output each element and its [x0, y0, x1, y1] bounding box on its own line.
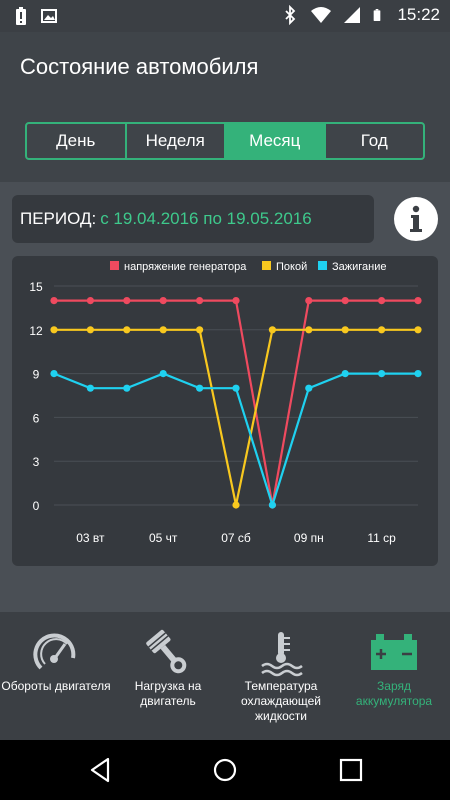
- data-point: [50, 297, 58, 305]
- data-point: [86, 384, 94, 392]
- legend-label: Покой: [276, 261, 307, 273]
- x-tick-label: 07 сб: [221, 531, 251, 545]
- tab-day[interactable]: День: [27, 124, 127, 158]
- data-point: [123, 384, 131, 392]
- nav-label: Нагрузка на двигатель: [134, 679, 202, 708]
- nav-label: Заряд аккумулятора: [355, 679, 433, 708]
- recents-icon[interactable]: [337, 756, 365, 784]
- system-nav-bar: [0, 740, 450, 800]
- y-tick-label: 9: [33, 368, 40, 382]
- data-point: [305, 297, 313, 305]
- data-point: [414, 370, 422, 378]
- y-tick-label: 0: [33, 499, 40, 513]
- data-point: [123, 326, 131, 334]
- nav-label: Температура охлаждающей жидкости: [240, 679, 322, 723]
- tab-week[interactable]: Неделя: [127, 124, 226, 158]
- nav-engine-load[interactable]: Нагрузка на двигатель: [112, 612, 224, 740]
- nav-battery-charge[interactable]: Заряд аккумулятора: [338, 612, 450, 740]
- y-tick-label: 15: [29, 280, 43, 294]
- wifi-icon: [311, 7, 332, 23]
- app-bar: Состояние автомобиля День Неделя Месяц Г…: [0, 32, 450, 182]
- nav-engine-rpm[interactable]: Обороты двигателя: [0, 612, 112, 740]
- legend-swatch: [262, 261, 271, 270]
- battery-alert-icon: [16, 7, 26, 25]
- data-point: [50, 370, 58, 378]
- image-icon: [41, 9, 57, 23]
- tab-month[interactable]: Месяц: [226, 124, 326, 158]
- data-point: [123, 297, 131, 305]
- legend-swatch: [110, 261, 119, 270]
- data-point: [232, 297, 240, 305]
- speedometer-icon: [33, 633, 76, 670]
- back-icon[interactable]: [86, 756, 114, 784]
- period-tabs: День Неделя Месяц Год: [25, 122, 425, 160]
- data-point: [232, 501, 240, 509]
- info-button[interactable]: [394, 197, 438, 241]
- data-point: [232, 384, 240, 392]
- period-label: ПЕРИОД:: [20, 209, 97, 228]
- data-point: [378, 370, 386, 378]
- legend-label: Зажигание: [332, 261, 387, 273]
- coolant-temperature-icon: [261, 632, 303, 677]
- tab-year[interactable]: Год: [360, 131, 388, 150]
- x-tick-label: 09 пн: [294, 531, 324, 545]
- home-icon[interactable]: [211, 756, 239, 784]
- series-line: [53, 372, 418, 509]
- data-point: [159, 326, 167, 334]
- y-tick-label: 6: [33, 411, 40, 425]
- period-value: с 19.04.2016 по 19.05.2016: [100, 209, 312, 228]
- chart-card: 0 3 6 9 12 15 03 вт 05 чт 07 сб 09 пн 11 ср напряже…: [12, 256, 438, 566]
- nav-coolant-temp[interactable]: Температура охлаждающей жидкости: [225, 612, 337, 740]
- data-point: [378, 297, 386, 305]
- legend-swatch: [318, 261, 327, 270]
- status-bar: 15:22: [0, 0, 450, 32]
- data-point: [159, 297, 167, 305]
- data-point: [50, 326, 58, 334]
- series-line: [54, 299, 418, 506]
- line-chart: 0 3 6 9 12 15 03 вт 05 чт 07 сб 09 пн 11 ср напряже…: [29, 261, 422, 545]
- y-tick-label: 3: [33, 455, 40, 469]
- data-point: [414, 326, 422, 334]
- bluetooth-icon: [285, 5, 296, 25]
- data-point: [86, 297, 94, 305]
- data-point: [341, 297, 349, 305]
- legend-label: напряжение генератора: [124, 261, 247, 273]
- car-battery-icon: [371, 634, 417, 670]
- data-point: [341, 370, 349, 378]
- data-point: [378, 326, 386, 334]
- battery-icon: [374, 9, 381, 21]
- data-point: [414, 297, 422, 305]
- data-point: [196, 326, 204, 334]
- signal-icon: [344, 7, 361, 23]
- info-icon: [410, 205, 422, 232]
- data-point: [159, 370, 167, 378]
- data-point: [268, 326, 276, 334]
- data-point: [341, 326, 349, 334]
- data-point: [305, 326, 313, 334]
- data-point: [196, 384, 204, 392]
- data-point: [196, 297, 204, 305]
- piston-icon: [146, 629, 187, 674]
- status-time: 15:22: [397, 5, 440, 24]
- page-title: Состояние автомобиля: [20, 54, 259, 79]
- x-tick-label: 03 вт: [76, 531, 105, 545]
- data-point: [305, 384, 313, 392]
- bottom-nav: Обороты двигателя Нагрузка на двигатель …: [0, 612, 450, 740]
- nav-label: Обороты двигателя: [1, 679, 111, 693]
- data-point: [86, 326, 94, 334]
- y-tick-label: 12: [29, 324, 43, 338]
- period-box: ПЕРИОД: с 19.04.2016 по 19.05.2016: [12, 195, 374, 243]
- data-point: [268, 501, 276, 509]
- x-tick-label: 11 ср: [367, 531, 396, 545]
- x-tick-label: 05 чт: [149, 531, 178, 545]
